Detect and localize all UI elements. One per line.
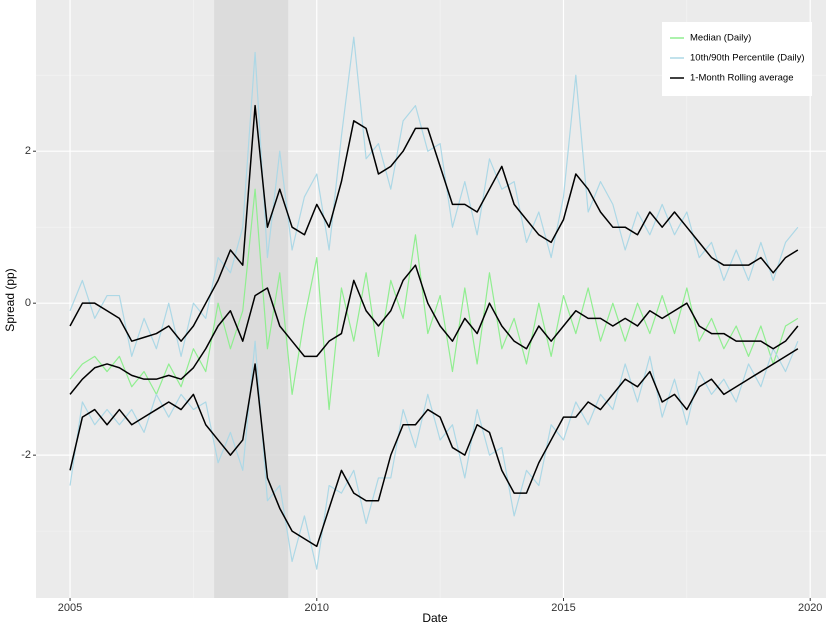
y-tick-label: -2 [21, 449, 31, 461]
x-tick-label: 2005 [58, 602, 82, 614]
shaded-period [214, 0, 289, 598]
y-tick-label: 2 [25, 145, 31, 157]
series-line [69, 348, 799, 548]
x-tick-label: 2020 [798, 602, 822, 614]
series-line [69, 104, 799, 342]
legend-label: Median (Daily) [690, 33, 751, 44]
series-line [69, 264, 799, 395]
legend-label: 1-Month Rolling average [690, 73, 794, 84]
legend-label: 10th/90th Percentile (Daily) [690, 53, 805, 64]
plot-panel [36, 0, 826, 598]
x-axis-title: Date [422, 611, 448, 625]
x-tick-label: 2015 [551, 602, 575, 614]
series-line [69, 340, 799, 570]
legend-box [662, 22, 812, 96]
y-axis-title: Spread (pp) [3, 268, 17, 331]
x-tick-label: 2010 [305, 602, 329, 614]
y-tick-label: 0 [25, 297, 31, 309]
